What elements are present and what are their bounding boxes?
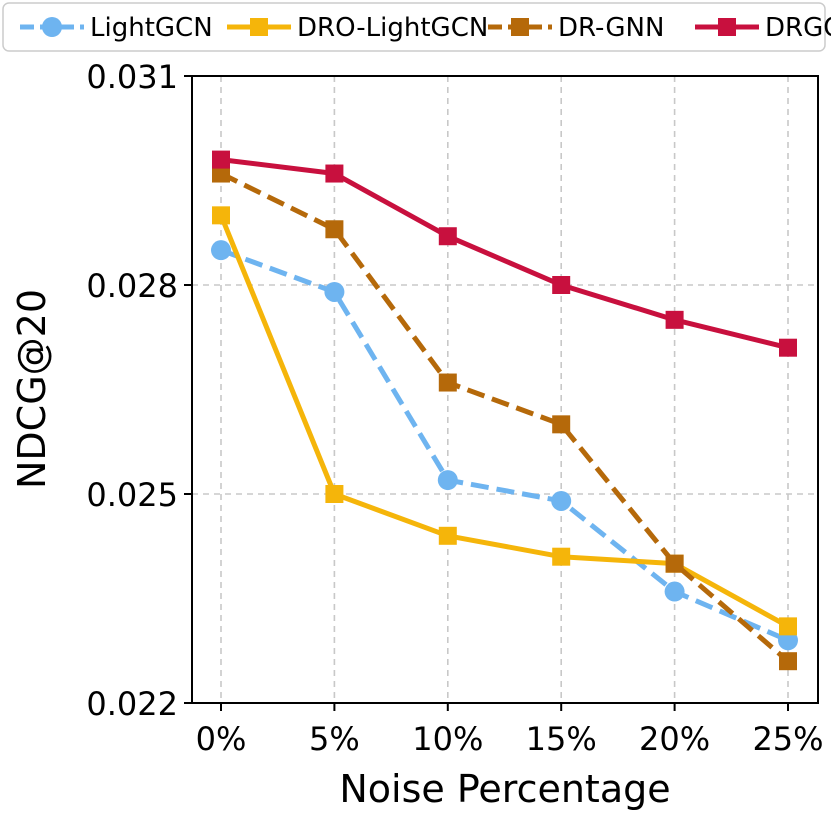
data-point [324, 281, 345, 302]
x-tick-label: 25% [752, 720, 823, 758]
data-point [551, 490, 572, 511]
data-point [438, 227, 457, 246]
legend-marker [250, 18, 268, 36]
data-point [665, 554, 684, 573]
tick-labels: 0% 5% 10% 15% 20% 25% 0.022 0.025 0.028 0.031 [86, 58, 823, 758]
x-tick-label: 10% [412, 720, 483, 758]
series-dro-lightgcn [212, 206, 797, 636]
data-point [438, 526, 457, 545]
data-point [664, 581, 685, 602]
data-point [779, 617, 797, 636]
data-point [438, 373, 457, 392]
x-tick-label: 20% [639, 720, 710, 758]
y-axis-title: NDCG@20 [10, 289, 54, 489]
legend-marker [511, 18, 529, 36]
plot-frame [191, 75, 819, 704]
data-point [552, 276, 571, 294]
data-point [552, 415, 571, 434]
x-axis-title: Noise Percentage [339, 767, 670, 811]
y-tick-label: 0.028 [86, 267, 178, 305]
legend-item: DR-GNN [488, 13, 664, 43]
data-point [779, 652, 797, 671]
legend-label: DR-GNN [558, 13, 664, 43]
series-line [219, 171, 790, 664]
legend-marker [42, 17, 62, 37]
legend: LightGCN DRO-LightGCN DR-GNN DRGO [2, 2, 831, 52]
x-tick-label: 5% [309, 720, 360, 758]
x-tick-label: 0% [196, 720, 247, 758]
data-point [665, 310, 684, 329]
y-tick-label: 0.031 [86, 58, 178, 96]
legend-label: LightGCN [90, 13, 213, 43]
series-line [220, 157, 789, 351]
data-point [325, 485, 344, 503]
data-point [325, 220, 344, 239]
series-dr-gnn [212, 164, 797, 671]
data-point [552, 547, 571, 566]
data-point [437, 470, 458, 491]
y-tick-label: 0.025 [86, 476, 178, 514]
data-point [212, 164, 230, 183]
legend-item: DRGO [695, 13, 831, 43]
series-group [211, 150, 798, 671]
data-point [779, 338, 797, 357]
data-point [212, 206, 230, 225]
data-point [325, 164, 344, 183]
legend-label: DRGO [765, 13, 831, 43]
series-line [218, 214, 790, 629]
data-point [211, 240, 231, 261]
y-tick-label: 0.022 [86, 685, 178, 723]
legend-frame [2, 2, 826, 52]
legend-item: LightGCN [20, 13, 213, 43]
legend-item: DRO-LightGCN [227, 13, 488, 43]
series-drgo [212, 150, 797, 357]
legend-label: DRO-LightGCN [297, 13, 488, 43]
x-tick-label: 15% [526, 720, 597, 758]
series-lightgcn [211, 240, 798, 651]
series-line [220, 247, 789, 643]
axes [184, 75, 819, 711]
legend-marker [718, 18, 736, 36]
data-point [212, 150, 230, 169]
